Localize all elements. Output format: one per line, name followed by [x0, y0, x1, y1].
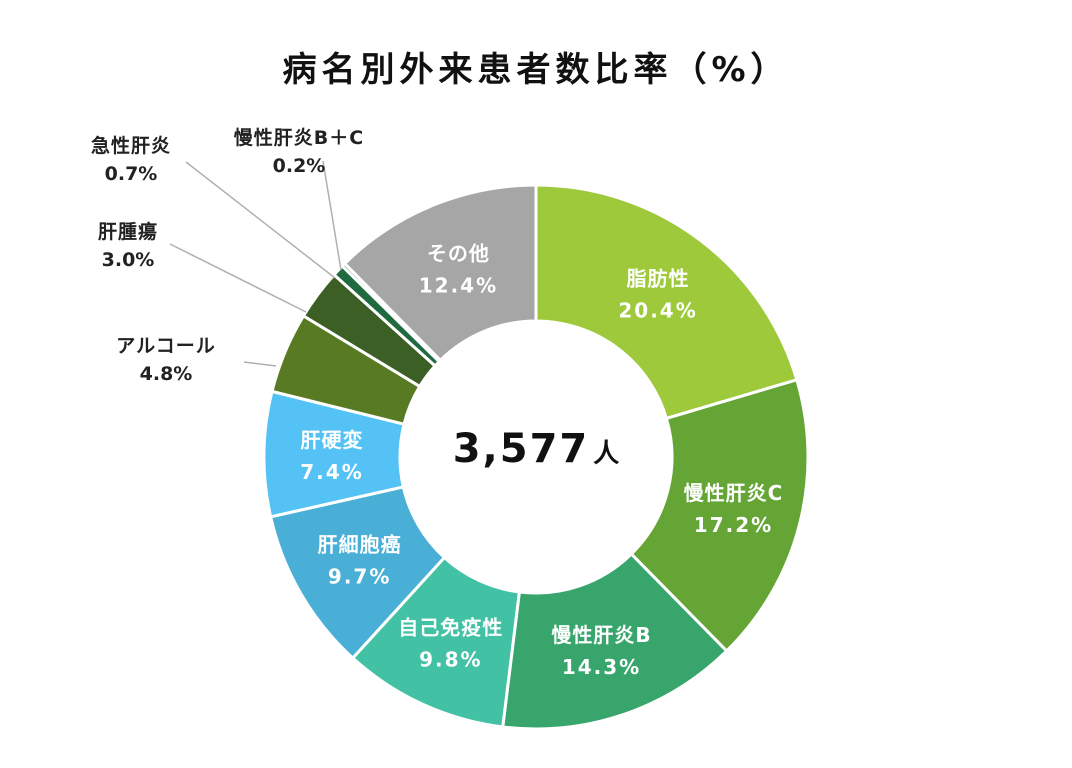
slice-label-8: 肝腫瘍 [98, 220, 158, 243]
slice-label-4: 自己免疫性 [398, 615, 503, 639]
center-total: 3,577 人 [416, 426, 656, 472]
slice-label-10: 慢性肝炎B＋C [234, 126, 364, 149]
leader-line-10 [322, 160, 342, 271]
slice-1 [534, 183, 799, 421]
slice-value-2: 17.2% [694, 513, 773, 537]
slice-label-7: アルコール [116, 335, 215, 357]
slice-value-3: 14.3% [562, 655, 641, 679]
slice-value-11: 12.4% [419, 273, 498, 297]
slice-value-7: 4.8% [140, 363, 193, 385]
slice-value-5: 9.7% [328, 565, 391, 589]
total-unit: 人 [593, 439, 620, 469]
slice-label-5: 肝細胞癌 [318, 533, 402, 557]
slice-value-6: 7.4% [300, 460, 363, 484]
chart-title: 病名別外来患者数比率（%） [282, 50, 790, 90]
slice-11 [342, 183, 538, 363]
leader-line-9 [185, 161, 336, 279]
slice-value-1: 20.4% [618, 299, 697, 323]
slice-2 [629, 377, 810, 654]
leader-line-8 [169, 243, 307, 313]
total-count: 3,577 [452, 426, 590, 472]
slice-label-1: 脂肪性 [627, 267, 690, 291]
slice-3 [501, 551, 729, 731]
slice-value-9: 0.7% [105, 163, 158, 185]
slice-value-4: 9.8% [419, 647, 482, 671]
slice-label-3: 慢性肝炎B [551, 623, 651, 647]
leader-line-7 [243, 361, 277, 367]
slice-value-8: 3.0% [102, 249, 155, 271]
slice-label-11: その他 [427, 241, 490, 265]
slice-value-10: 0.2% [273, 155, 326, 177]
slice-label-2: 慢性肝炎C [684, 481, 784, 505]
slice-label-6: 肝硬変 [301, 428, 364, 452]
slice-label-9: 急性肝炎 [91, 134, 171, 157]
